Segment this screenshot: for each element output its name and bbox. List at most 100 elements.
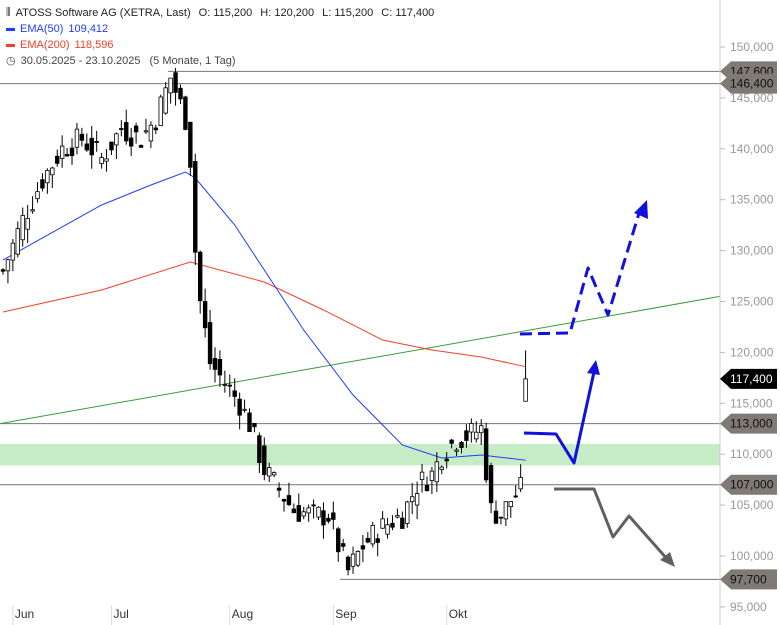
- candle-body: [498, 516, 504, 519]
- candle-body: [158, 96, 163, 127]
- candle-body: [25, 218, 30, 230]
- candle-body: [267, 467, 272, 477]
- candle-body: [45, 170, 50, 184]
- candle-body: [360, 545, 366, 550]
- candle-body: [94, 141, 99, 143]
- candle-body: [232, 390, 237, 397]
- x-tick-label: Jun: [15, 607, 34, 621]
- x-tick-label: Aug: [232, 607, 253, 621]
- candle-body: [429, 470, 435, 481]
- candle-body: [153, 127, 159, 131]
- candle-body: [365, 538, 371, 543]
- candle-body: [202, 301, 208, 329]
- indicator-icon[interactable]: ⫼: [6, 7, 11, 18]
- candle-body: [508, 501, 513, 508]
- trendline: [0, 295, 721, 425]
- candle-body: [99, 157, 104, 164]
- candle-body: [124, 122, 129, 142]
- level-tag-label: 107,000: [730, 478, 774, 492]
- title-row: ⫼ ATOSS Software AG (XETRA, Last) O: 115…: [6, 5, 434, 21]
- candle-body: [518, 477, 523, 490]
- level-tag: [720, 474, 777, 495]
- ema200-value: 118,596: [74, 39, 114, 51]
- support-zone: [0, 444, 720, 466]
- candle-body: [479, 425, 484, 434]
- candle-body: [281, 499, 287, 502]
- y-tick-label: 125,000: [730, 295, 774, 309]
- clock-icon: ◷: [6, 55, 16, 67]
- level-tag-label: 97,700: [730, 572, 767, 586]
- candle-body: [513, 495, 518, 498]
- candle-body: [474, 431, 479, 440]
- candle-body: [262, 445, 267, 476]
- candle-body: [114, 133, 119, 146]
- candle-body: [227, 384, 232, 387]
- y-tick-label: 100,000: [730, 549, 774, 563]
- candle-body: [321, 510, 326, 526]
- candle-body: [35, 191, 40, 200]
- level-tag: [720, 413, 777, 434]
- bullish-scenario-dashed: [519, 209, 642, 336]
- candle-body: [400, 517, 405, 529]
- chart-legend: ⫼ ATOSS Software AG (XETRA, Last) O: 115…: [6, 5, 434, 69]
- candle-body: [419, 471, 425, 481]
- y-tick-label: 145,000: [730, 91, 774, 105]
- candle-body: [173, 72, 178, 93]
- ema50-row[interactable]: EMA(50) 109,412: [6, 21, 434, 37]
- candle-body: [64, 154, 70, 157]
- last-price-tag: [720, 368, 777, 389]
- date-range: 30.05.2025 - 23.10.2025: [20, 55, 141, 67]
- candle-body: [503, 501, 509, 520]
- candle-body: [178, 87, 183, 100]
- close-value: C: 117,400: [381, 7, 435, 19]
- candle-body: [20, 215, 25, 241]
- ema200-swatch: [6, 43, 15, 47]
- y-tick-label: 115,000: [730, 396, 773, 410]
- candle-body: [296, 505, 301, 522]
- candle-body: [409, 496, 415, 503]
- candle-body: [104, 158, 109, 162]
- candle-body: [84, 143, 90, 151]
- candle-body: [326, 517, 331, 522]
- candle-body: [459, 442, 464, 448]
- candle-body: [148, 124, 154, 142]
- candle-body: [454, 449, 459, 452]
- candle-body: [405, 501, 410, 524]
- candle-body: [257, 435, 262, 463]
- candle-body: [340, 543, 346, 547]
- candle-body: [193, 161, 198, 253]
- candle-body: [350, 553, 356, 567]
- y-tick-label: 140,000: [730, 142, 774, 156]
- candle-body: [5, 259, 11, 272]
- ema200-row[interactable]: EMA(200) 118,596: [6, 37, 434, 53]
- chart-title: ATOSS Software AG (XETRA, Last): [15, 7, 191, 19]
- candle-body: [128, 137, 134, 147]
- candle-body: [395, 515, 400, 518]
- candle-body: [385, 524, 390, 535]
- candle-body: [493, 510, 499, 524]
- ema50-swatch: [6, 27, 15, 31]
- arrow-head-icon: [587, 360, 600, 375]
- candle-body: [331, 512, 336, 520]
- candle-body: [197, 251, 203, 302]
- candle-body: [488, 465, 494, 504]
- y-tick-label: 120,000: [730, 345, 774, 359]
- candle-body: [355, 550, 361, 566]
- candle-body: [286, 495, 292, 505]
- candle-body: [434, 461, 440, 483]
- candle-body: [168, 77, 173, 94]
- candle-body: [242, 408, 247, 411]
- candle-body: [69, 147, 75, 157]
- ema200-label: EMA(200): [20, 39, 70, 51]
- last-price-tag-label: 117,400: [730, 372, 773, 386]
- candle-body: [464, 430, 469, 441]
- y-tick-label: 150,000: [730, 40, 774, 54]
- open-value: O: 115,200: [198, 7, 253, 19]
- candle-body: [163, 87, 168, 114]
- range-row: ◷ 30.05.2025 - 23.10.2025 (5 Monate, 1 T…: [6, 53, 434, 69]
- x-tick-label: Sep: [335, 607, 357, 621]
- high-value: H: 120,200: [260, 7, 315, 19]
- level-tag: [720, 73, 777, 94]
- candle-body: [119, 128, 124, 130]
